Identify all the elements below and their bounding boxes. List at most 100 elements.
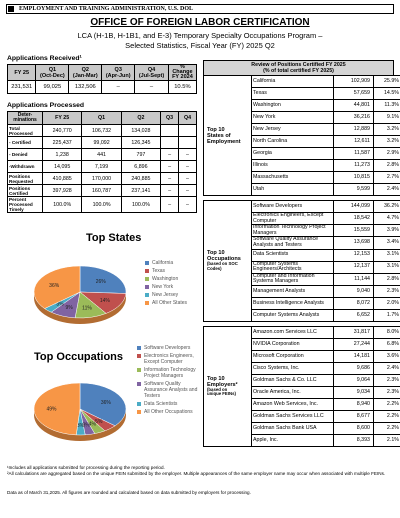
pie-slice-label: 14% [100,298,111,304]
employers-value: 9,034 [333,385,374,399]
employers-pct: 2.2% [373,397,400,411]
states-row: Texas 57,659 14.5% [204,87,400,100]
processed-row: Positions Requested 410,885 170,000 240,885… [7,172,197,185]
employers-pct: 3.6% [373,349,400,363]
states-name: Massachusetts [251,171,334,184]
states-row: Massachusetts 10,815 2.7% [204,171,400,184]
employers-row: Apple, Inc. 8,393 2.1% [204,433,400,447]
top-employers-table: Top 10 Employers² (based on unique FEINs)… [203,325,400,447]
states-value: 102,909 [333,75,374,88]
legend-item: Information Technology Project Managers [137,367,200,379]
employers-row: Cisco Systems, Inc. 9,686 2.4% [204,361,400,375]
legend-label: Data Scientists [144,401,178,407]
states-name: New York [251,111,334,124]
legend-item: Washington [145,276,201,282]
processed-cell: 441 [81,148,122,161]
processed-cell: – [160,172,180,185]
pie-depth-band [34,409,126,441]
processed-cell: 410,885 [41,172,83,185]
pie-slice-label: 36% [101,400,112,406]
review-title-line2: (% of total certified FY 2025) [263,68,334,74]
employers-value: 8,393 [333,433,374,447]
occupations-name: Computer and Information Systems Manager… [251,272,334,286]
employers-pct: 8.0% [373,325,400,339]
processed-row-label: - Denied [7,148,43,161]
received-cell: – [134,80,169,94]
pie-slice-label: 4% [89,422,97,428]
employers-row: Goldman Sachs & Co. LLC 9,064 2.3% [204,373,400,387]
employers-name: Goldman Sachs Services LLC [251,409,334,423]
employers-name: Goldman Sachs Bank USA [251,421,334,435]
employers-value: 31,817 [333,325,374,339]
received-cell: 99,025 [35,80,70,94]
employers-name: Goldman Sachs & Co. LLC [251,373,334,387]
processed-cell: 240,770 [41,124,83,137]
employers-pct: 2.1% [373,433,400,447]
states-value: 57,659 [333,87,374,100]
states-name: Illinois [251,159,334,172]
legend-item: California [145,260,201,266]
processed-row: - Denied 1,238 441 797– – [7,148,197,161]
legend-label: All Other States [152,300,188,306]
occupations-name: Computer Systems Analysts [251,308,334,322]
pie-slice-label: 36% [49,283,60,289]
legend-swatch [137,346,141,350]
legend-item: Texas [145,268,201,274]
processed-cell: 237,141 [120,184,162,197]
processed-cell: 160,787 [81,184,122,197]
legend-swatch [145,277,149,281]
processed-row-label: Percent Processed Timely [7,196,43,213]
processed-cell [178,136,197,149]
occupations-name: Management Analysts [251,284,334,298]
processed-cell: 14,095 [41,160,83,173]
states-legend: California Texas Washington New York New Jer… [145,260,201,308]
states-pct: 2.8% [373,159,400,172]
processed-cell: – [178,160,197,173]
employers-value: 8,677 [333,409,374,423]
processed-cell [178,124,197,137]
processed-cell [160,136,180,149]
states-row: New York 36,216 9.1% [204,111,400,124]
received-cell: – [101,80,136,94]
agency-mark-icon [8,6,14,12]
occupations-value: 8,072 [333,296,374,310]
pie-slice [33,382,81,436]
legend-label: New Jersey [152,292,179,298]
occupations-row: Management Analysts 9,040 2.3% [204,284,400,298]
employers-pct: 6.8% [373,337,400,351]
employers-value: 8,940 [333,397,374,411]
employers-value: 14,181 [333,349,374,363]
received-header: Q3 (Apr-Jun) [101,64,136,81]
employers-pct: 2.2% [373,409,400,423]
processed-cell: 126,345 [120,136,162,149]
processed-cell: 106,732 [81,124,122,137]
legend-item: All Other States [145,300,201,306]
legend-label: Texas [152,268,166,274]
processed-cell: – [178,148,197,161]
processed-row: - Certified 225,437 99,092 126,345 [7,136,197,149]
processed-cell: – [160,160,180,173]
occupations-pct: 2.8% [373,272,400,286]
pie-slice [79,382,127,427]
pie-slice-label: 3% [56,301,64,307]
employers-pct: 2.2% [373,421,400,435]
states-row: Utah 9,599 2.4% [204,183,400,196]
review-panel: Review of Positions Certified FY 2025 (%… [203,60,400,447]
states-row: Top 10 States of Employment California 102… [203,75,400,196]
occupations-row: Top 10 Occupations (based on SOC Codes) So… [203,200,400,322]
legend-item: Data Scientists [137,401,200,407]
pie-slice-label: 3% [77,423,85,429]
processed-row: Positions Certified 397,928 160,787 237,141… [7,184,197,197]
occupations-legend: Software Developers Electronics Engineers… [137,345,200,417]
processed-row-label: Positions Certified [7,184,43,197]
processed-header: Q2 [120,111,162,125]
received-cell: 10.5% [167,80,198,94]
occupations-row: Computer and Information Systems Manager… [204,272,400,286]
occupations-name: Computer Systems Engineers/Architects [251,260,334,274]
occupations-value: 11,144 [333,272,374,286]
pie-slice [33,265,81,309]
legend-label: Washington [152,276,179,282]
occupations-value: 12,137 [333,260,374,274]
employers-pct: 2.4% [373,361,400,375]
processed-row-label: Positions Requested [7,172,43,185]
